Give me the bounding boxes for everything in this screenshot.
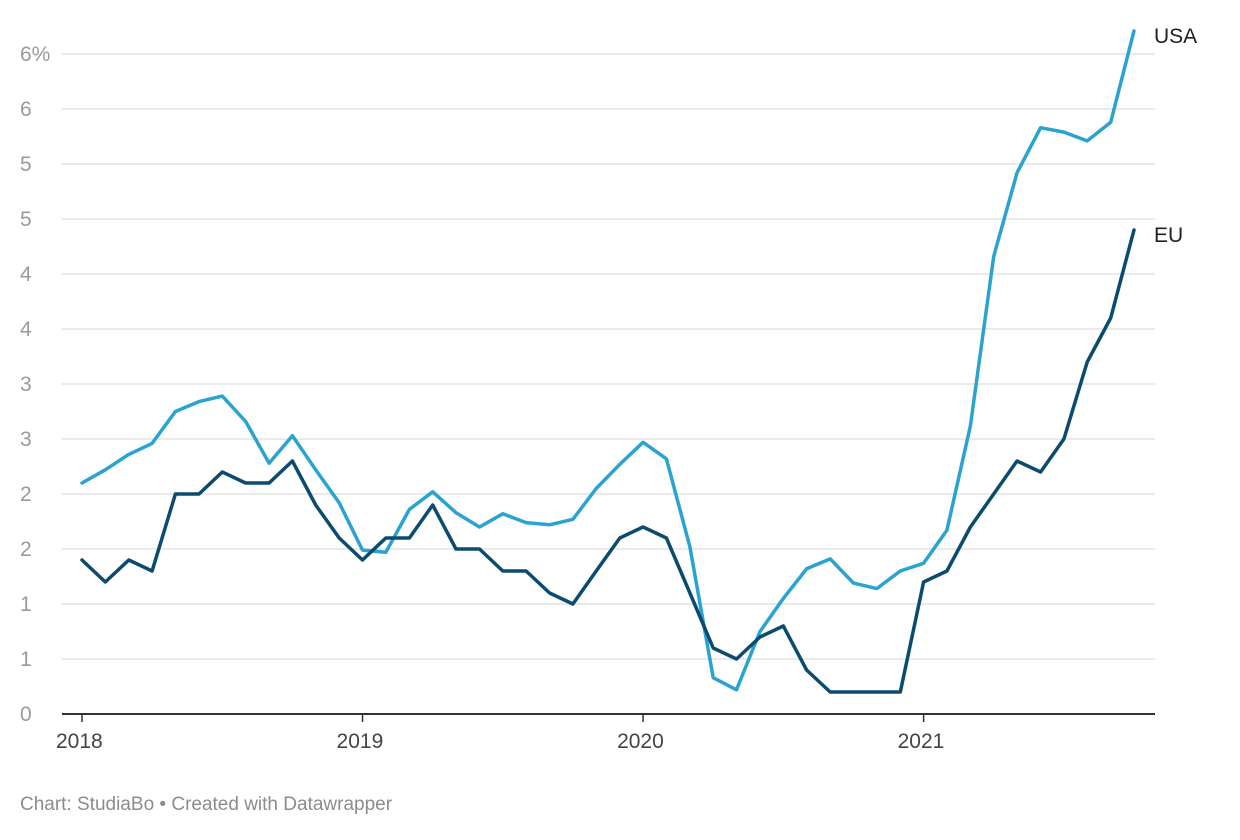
gridlines <box>62 53 1155 715</box>
x-tick-label: 2018 <box>56 730 103 753</box>
x-tick-label: 2020 <box>617 730 664 753</box>
y-tick-label: 6 <box>20 98 32 121</box>
y-tick-label: 2 <box>20 538 32 561</box>
y-tick-label: 3 <box>20 373 32 396</box>
line-chart: 0 1 1 2 2 3 3 4 4 5 5 6 6% 2018 2019 2020 2021 USA EU <box>20 25 1197 753</box>
x-tick-label: 2021 <box>898 730 945 753</box>
y-axis-tick-labels: 0 1 1 2 2 3 3 4 4 5 5 6 6% <box>20 43 50 726</box>
y-tick-label: 5 <box>20 208 32 231</box>
y-tick-label: 5 <box>20 153 32 176</box>
y-tick-label: 1 <box>20 593 32 616</box>
series-label-eu: EU <box>1154 224 1183 247</box>
x-tick-label: 2019 <box>337 730 384 753</box>
series-lines <box>80 29 1136 694</box>
y-tick-label: 4 <box>20 318 32 341</box>
y-tick-label: 4 <box>20 263 32 286</box>
series-label-usa: USA <box>1154 25 1197 48</box>
x-axis-tick-labels: 2018 2019 2020 2021 <box>56 714 944 753</box>
y-tick-label: 6% <box>20 43 50 66</box>
series-line-eu <box>80 228 1136 694</box>
series-labels: USA EU <box>1154 25 1197 247</box>
y-tick-label: 3 <box>20 428 32 451</box>
chart-credit: Chart: StudiaBo • Created with Datawrapp… <box>20 794 393 815</box>
y-tick-label: 0 <box>20 703 32 726</box>
series-line-usa <box>80 29 1136 692</box>
y-tick-label: 2 <box>20 483 32 506</box>
y-tick-label: 1 <box>20 648 32 671</box>
